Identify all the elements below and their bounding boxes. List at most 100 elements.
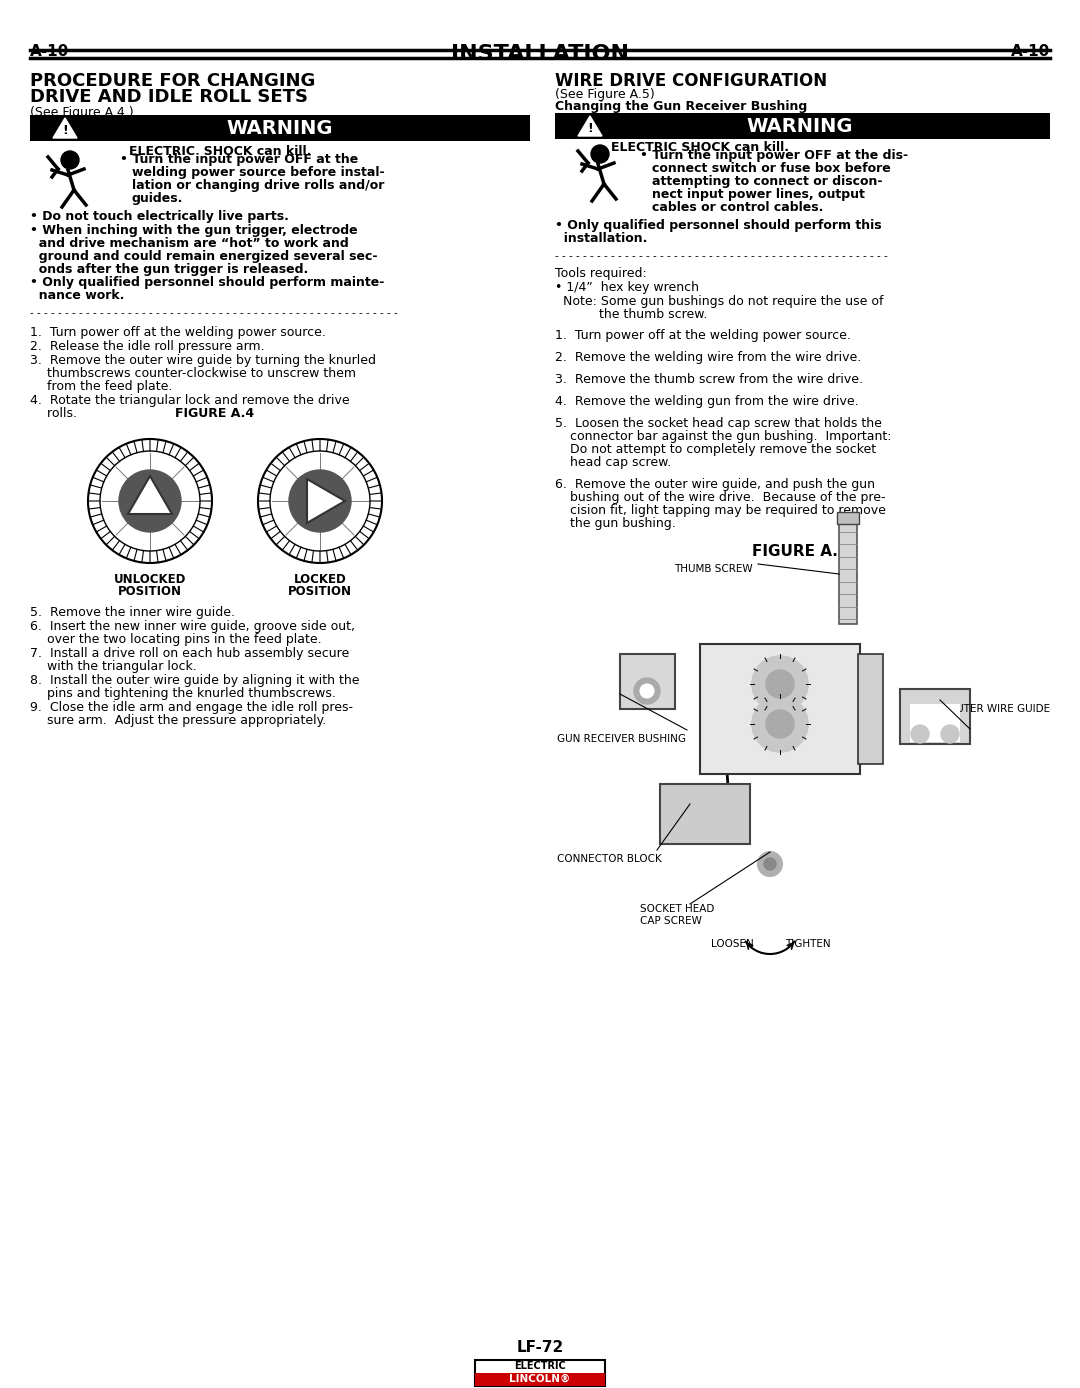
- Text: 2.  Release the idle roll pressure arm.: 2. Release the idle roll pressure arm.: [30, 340, 265, 353]
- FancyBboxPatch shape: [839, 525, 858, 625]
- Text: WARNING: WARNING: [227, 118, 334, 137]
- Text: 6.  Insert the new inner wire guide, groove side out,: 6. Insert the new inner wire guide, groo…: [30, 620, 355, 633]
- Text: !: !: [63, 124, 68, 136]
- Circle shape: [289, 471, 351, 532]
- Text: 4.  Rotate the triangular lock and remove the drive: 4. Rotate the triangular lock and remove…: [30, 394, 350, 407]
- Circle shape: [119, 471, 181, 532]
- Text: • Turn the input power OFF at the: • Turn the input power OFF at the: [120, 153, 359, 167]
- Text: 2.  Remove the welding wire from the wire drive.: 2. Remove the welding wire from the wire…: [555, 351, 861, 364]
- Circle shape: [752, 657, 808, 712]
- Text: • Do not touch electrically live parts.: • Do not touch electrically live parts.: [30, 210, 288, 223]
- Text: sure arm.  Adjust the pressure appropriately.: sure arm. Adjust the pressure appropriat…: [48, 713, 326, 727]
- Text: DRIVE AND IDLE ROLL SETS: DRIVE AND IDLE ROLL SETS: [30, 87, 308, 105]
- Text: LOOSEN: LOOSEN: [711, 940, 754, 949]
- Text: connect switch or fuse box before: connect switch or fuse box before: [652, 162, 891, 175]
- Text: attempting to connect or discon-: attempting to connect or discon-: [652, 175, 882, 187]
- Text: onds after the gun trigger is released.: onds after the gun trigger is released.: [30, 262, 308, 276]
- Text: with the triangular lock.: with the triangular lock.: [48, 661, 197, 673]
- Text: • Turn the input power OFF at the dis-: • Turn the input power OFF at the dis-: [640, 149, 908, 162]
- Text: 3.  Remove the thumb screw from the wire drive.: 3. Remove the thumb screw from the wire …: [555, 373, 863, 386]
- Text: SOCKET HEAD: SOCKET HEAD: [640, 904, 714, 915]
- Text: Note: Some gun bushings do not require the use of: Note: Some gun bushings do not require t…: [555, 296, 883, 308]
- Text: installation.: installation.: [555, 232, 647, 246]
- Text: 4.  Remove the welding gun from the wire drive.: 4. Remove the welding gun from the wire …: [555, 396, 859, 408]
- Text: connector bar against the gun bushing.  Important:: connector bar against the gun bushing. I…: [570, 430, 891, 443]
- Text: A-10: A-10: [1011, 44, 1050, 60]
- Text: 5.  Loosen the socket head cap screw that holds the: 5. Loosen the socket head cap screw that…: [555, 416, 882, 430]
- Text: UNLOCKED: UNLOCKED: [113, 573, 186, 586]
- Text: OUTER WIRE GUIDE: OUTER WIRE GUIDE: [948, 704, 1050, 713]
- Polygon shape: [53, 118, 77, 137]
- Text: guides.: guides.: [132, 192, 184, 205]
- Text: • Only qualified personnel should perform this: • Only qualified personnel should perfor…: [555, 219, 881, 232]
- Text: bushing out of the wire drive.  Because of the pre-: bushing out of the wire drive. Because o…: [570, 491, 886, 504]
- Text: and drive mechanism are “hot” to work and: and drive mechanism are “hot” to work an…: [30, 237, 349, 250]
- Text: • 1/4”  hex key wrench: • 1/4” hex key wrench: [555, 280, 699, 294]
- Text: the gun bushing.: the gun bushing.: [570, 516, 676, 530]
- Text: • Only qualified personnel should perform mainte-: • Only qualified personnel should perfor…: [30, 276, 384, 289]
- Text: LINCOLN®: LINCOLN®: [510, 1374, 570, 1384]
- FancyBboxPatch shape: [620, 654, 675, 709]
- Circle shape: [288, 469, 352, 533]
- Text: - - - - - - - - - - - - - - - - - - - - - - - - - - - - - - - - - - - - - - - - : - - - - - - - - - - - - - - - - - - - - …: [30, 308, 397, 318]
- Text: Changing the Gun Receiver Bushing: Changing the Gun Receiver Bushing: [555, 100, 807, 112]
- Text: LF-72: LF-72: [516, 1339, 564, 1355]
- Text: lation or changing drive rolls and/or: lation or changing drive rolls and/or: [132, 179, 384, 192]
- Circle shape: [758, 852, 782, 876]
- Text: FIGURE A.5: FIGURE A.5: [752, 544, 848, 559]
- Text: cision fit, light tapping may be required to remove: cision fit, light tapping may be require…: [570, 504, 886, 516]
- Text: LOCKED: LOCKED: [294, 573, 347, 586]
- Text: pins and tightening the knurled thumbscrews.: pins and tightening the knurled thumbscr…: [48, 687, 336, 700]
- Polygon shape: [578, 117, 602, 136]
- Text: THUMB SCREW: THUMB SCREW: [674, 564, 753, 575]
- Text: ELECTRIC SHOCK can kill.: ELECTRIC SHOCK can kill.: [611, 142, 789, 154]
- Circle shape: [752, 695, 808, 752]
- Text: ELECTRIC: ELECTRIC: [514, 1362, 566, 1371]
- Text: Tools required:: Tools required:: [555, 266, 647, 280]
- Text: head cap screw.: head cap screw.: [570, 457, 672, 469]
- Text: 1.  Turn power off at the welding power source.: 1. Turn power off at the welding power s…: [30, 326, 326, 339]
- FancyBboxPatch shape: [900, 688, 970, 744]
- Text: !: !: [588, 122, 593, 135]
- Text: rolls.: rolls.: [48, 407, 133, 421]
- Text: 8.  Install the outer wire guide by aligning it with the: 8. Install the outer wire guide by align…: [30, 675, 360, 687]
- Text: ground and could remain energized several sec-: ground and could remain energized severa…: [30, 250, 378, 262]
- Text: the thumb screw.: the thumb screw.: [555, 308, 707, 321]
- Text: welding power source before instal-: welding power source before instal-: [132, 167, 384, 179]
- Circle shape: [764, 858, 777, 870]
- Circle shape: [640, 684, 654, 698]
- Text: • When inching with the gun trigger, electrode: • When inching with the gun trigger, ele…: [30, 223, 357, 237]
- Text: POSITION: POSITION: [288, 584, 352, 598]
- Text: 1.  Turn power off at the welding power source.: 1. Turn power off at the welding power s…: [555, 329, 851, 341]
- Text: GUN RECEIVER BUSHING: GUN RECEIVER BUSHING: [557, 734, 686, 744]
- Text: (See Figure A.4 ): (See Figure A.4 ): [30, 105, 134, 119]
- Polygon shape: [307, 479, 345, 523]
- Text: WIRE DRIVE CONFIGURATION: WIRE DRIVE CONFIGURATION: [555, 72, 827, 90]
- Circle shape: [766, 711, 794, 738]
- FancyBboxPatch shape: [475, 1360, 605, 1387]
- Text: nect input power lines, output: nect input power lines, output: [652, 187, 865, 201]
- Text: 7.  Install a drive roll on each hub assembly secure: 7. Install a drive roll on each hub asse…: [30, 647, 349, 661]
- Circle shape: [60, 151, 79, 169]
- Text: Do not attempt to completely remove the socket: Do not attempt to completely remove the …: [570, 443, 876, 457]
- Text: A-10: A-10: [30, 44, 69, 60]
- Text: from the feed plate.: from the feed plate.: [48, 380, 173, 393]
- Text: nance work.: nance work.: [30, 289, 124, 303]
- Text: TIGHTEN: TIGHTEN: [785, 940, 831, 949]
- Text: (See Figure A.5): (See Figure A.5): [555, 87, 654, 101]
- Text: CAP SCREW: CAP SCREW: [640, 916, 702, 926]
- Text: INSTALLATION: INSTALLATION: [451, 44, 629, 64]
- Circle shape: [766, 670, 794, 698]
- FancyBboxPatch shape: [660, 784, 750, 844]
- Text: thumbscrews counter-clockwise to unscrew them: thumbscrews counter-clockwise to unscrew…: [48, 366, 356, 380]
- Circle shape: [912, 725, 929, 743]
- FancyBboxPatch shape: [837, 512, 859, 525]
- Text: CONNECTOR BLOCK: CONNECTOR BLOCK: [557, 854, 662, 863]
- Circle shape: [118, 469, 183, 533]
- Text: ELECTRIC  SHOCK can kill.: ELECTRIC SHOCK can kill.: [129, 144, 311, 158]
- Text: POSITION: POSITION: [118, 584, 183, 598]
- FancyBboxPatch shape: [700, 644, 860, 775]
- Text: 6.  Remove the outer wire guide, and push the gun: 6. Remove the outer wire guide, and push…: [555, 477, 875, 491]
- Text: - - - - - - - - - - - - - - - - - - - - - - - - - - - - - - - - - - - - - - - - : - - - - - - - - - - - - - - - - - - - - …: [555, 251, 888, 261]
- Text: cables or control cables.: cables or control cables.: [652, 201, 823, 214]
